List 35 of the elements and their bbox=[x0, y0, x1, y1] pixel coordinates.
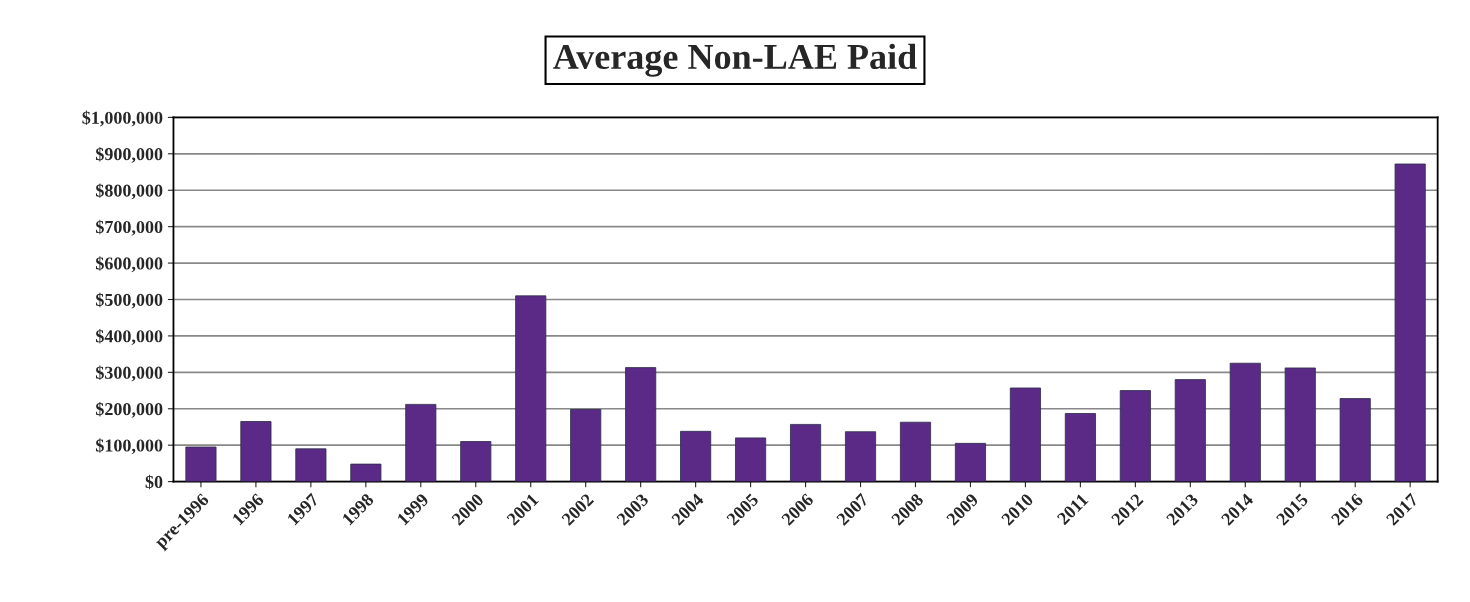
bar bbox=[1394, 163, 1426, 482]
bar bbox=[790, 424, 822, 482]
bar bbox=[625, 367, 657, 482]
bar bbox=[1339, 398, 1371, 482]
bar bbox=[240, 421, 272, 482]
bar bbox=[1174, 379, 1206, 482]
bar bbox=[460, 441, 492, 482]
y-tick-label: $200,000 bbox=[95, 401, 163, 418]
bar bbox=[185, 446, 217, 482]
y-tick-label: $900,000 bbox=[95, 147, 163, 163]
bar bbox=[570, 409, 602, 482]
bar bbox=[899, 421, 932, 482]
bar bbox=[680, 430, 712, 482]
bar bbox=[350, 463, 382, 482]
bar bbox=[1284, 367, 1316, 482]
chart-title: Average Non-LAE Paid bbox=[553, 43, 917, 77]
y-tick-label: $800,000 bbox=[95, 183, 163, 200]
y-tick-label: $300,000 bbox=[95, 365, 163, 382]
bar bbox=[515, 295, 547, 482]
bar bbox=[295, 448, 327, 482]
y-tick-label: $0 bbox=[145, 474, 163, 490]
y-tick-label: $700,000 bbox=[95, 219, 163, 236]
y-tick-label: $400,000 bbox=[95, 329, 163, 345]
bar bbox=[735, 437, 767, 482]
bar bbox=[1009, 387, 1041, 482]
bar bbox=[405, 403, 437, 482]
bar bbox=[1064, 413, 1096, 482]
bar bbox=[1229, 362, 1261, 482]
y-tick-label: $600,000 bbox=[95, 256, 163, 273]
y-tick-label: $100,000 bbox=[95, 438, 163, 455]
y-tick-label: $500,000 bbox=[95, 292, 163, 309]
bar bbox=[844, 431, 877, 482]
y-tick-label: $1,000,000 bbox=[82, 110, 163, 127]
bar bbox=[954, 442, 986, 482]
bar bbox=[1119, 390, 1151, 482]
